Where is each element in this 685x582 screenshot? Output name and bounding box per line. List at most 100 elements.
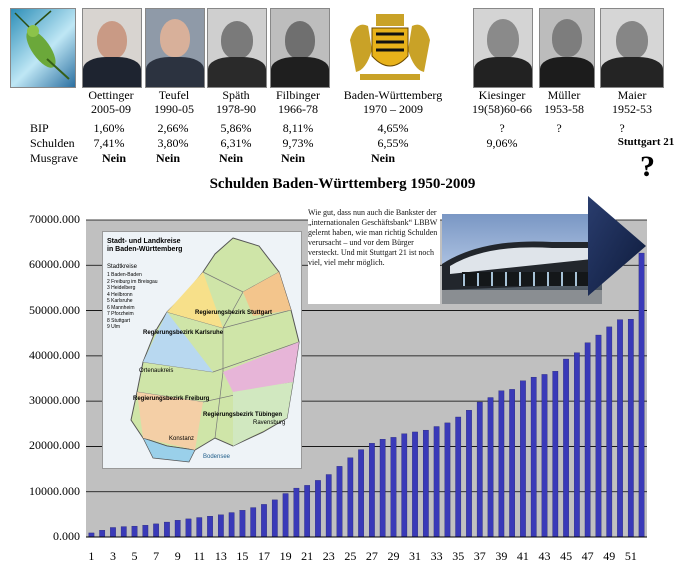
portrait-oettinger [82, 8, 142, 88]
bar [466, 410, 472, 538]
bar [142, 525, 149, 538]
bar [120, 526, 127, 538]
col-years: 1990-05 [154, 102, 194, 116]
col-years: 1970 – 2009 [363, 102, 423, 116]
bar [336, 466, 343, 538]
col-schulden: 6,31% [220, 136, 252, 150]
bar [530, 376, 537, 538]
bar [315, 480, 321, 538]
x-tick-label: 43 [538, 549, 551, 563]
map-legend-item: 7 Pforzheim [107, 311, 134, 317]
col-musgrave: Nein [156, 151, 180, 165]
bar [207, 516, 213, 538]
x-tick-label: 1 [88, 549, 95, 563]
x-tick-label: 29 [387, 549, 400, 563]
col-name: Teufel [158, 88, 190, 102]
col-bip: ? [556, 121, 562, 135]
x-tick-label: 17 [258, 549, 270, 563]
bar [164, 521, 170, 538]
col-name: Müller [547, 88, 581, 102]
x-tick-label: 3 [109, 549, 116, 563]
y-tick-label: 40000.000 [29, 347, 80, 362]
bar [185, 518, 192, 538]
bar [174, 520, 181, 538]
bar [110, 527, 116, 538]
bar [88, 532, 95, 538]
col-name: Baden-Württemberg [343, 88, 443, 102]
bar [390, 437, 397, 538]
bar [617, 319, 623, 538]
bar [584, 342, 591, 538]
building-photo [442, 214, 602, 304]
col-musgrave: Nein [281, 151, 305, 165]
x-tick-label: 9 [174, 549, 181, 563]
bar [476, 401, 483, 538]
map-legend-item: 5 Karlsruhe [107, 298, 133, 304]
col-bip: 1,60% [93, 121, 125, 135]
col-schulden: 9,73% [282, 136, 314, 150]
portrait-filbinger [270, 8, 330, 88]
bar [196, 517, 203, 538]
x-tick-label: 35 [452, 549, 465, 563]
col-bip: 2,66% [157, 121, 189, 135]
bar [412, 431, 418, 538]
portrait-mueller [539, 8, 595, 88]
x-tick-label: 33 [430, 549, 443, 563]
bar [347, 457, 354, 538]
bar [358, 449, 364, 538]
bar [304, 485, 311, 538]
bar [574, 352, 580, 538]
col-name: Späth [222, 88, 250, 102]
bar [218, 514, 224, 538]
map-label: Bodensee [203, 454, 231, 460]
col-years: 1952-53 [612, 102, 652, 116]
x-tick-label: 37 [473, 549, 486, 563]
map-legend-item: 9 Ulm [107, 324, 121, 330]
row-label-musgrave: Musgrave [30, 151, 78, 165]
bar [131, 525, 138, 538]
x-tick-label: 39 [495, 549, 508, 563]
x-tick-label: 11 [193, 549, 206, 563]
chart-title: Schulden Baden-Württemberg 1950-2009 [209, 176, 476, 192]
bar [239, 510, 246, 538]
col-name: Filbinger [276, 88, 320, 102]
row-label-schulden: Schulden [30, 136, 75, 150]
map-label: Regierungsbezirk Tübingen [203, 412, 283, 418]
x-tick-label: 21 [301, 549, 314, 563]
col-years: 1953-58 [544, 102, 584, 116]
bar [250, 507, 257, 538]
map-label: Konstanz [169, 436, 195, 442]
x-tick-label: 5 [131, 549, 138, 563]
y-tick-label: 60000.000 [29, 257, 80, 272]
col-bip: 8,11% [282, 121, 314, 135]
col-schulden: 6,55% [377, 136, 409, 150]
bar [261, 504, 267, 538]
map-graphic [130, 237, 300, 463]
map-legend-item: 8 Stuttgart [107, 317, 131, 324]
bar [422, 429, 429, 538]
x-tick-label: 13 [214, 549, 227, 563]
map-legend-item: 2 Freiburg im Breisgau [107, 278, 158, 285]
col-years: 2005-09 [91, 102, 131, 116]
bar [271, 499, 278, 538]
bar [509, 389, 515, 538]
bar [369, 443, 375, 538]
portrait-maier [600, 8, 664, 88]
portrait-kiesinger [473, 8, 533, 88]
col-musgrave: Nein [371, 151, 395, 165]
map-label: Regierungsbezirk Karlsruhe [143, 330, 224, 336]
x-tick-label: 7 [153, 549, 160, 563]
col-name: Maier [617, 88, 647, 102]
bar [541, 374, 548, 538]
y-tick-label: 70000.000 [29, 212, 80, 226]
x-tick-label: 23 [322, 549, 335, 563]
question-mark: ? [640, 150, 655, 183]
x-tick-label: 51 [624, 549, 637, 563]
portrait-spaeth [207, 8, 267, 88]
map-legend-item: 6 Mannheim [107, 304, 135, 311]
y-tick-label: 20000.000 [29, 438, 80, 453]
col-years: 1978-90 [216, 102, 256, 116]
col-name: Kiesinger [478, 88, 526, 102]
bar [627, 319, 634, 538]
bar [433, 426, 440, 538]
